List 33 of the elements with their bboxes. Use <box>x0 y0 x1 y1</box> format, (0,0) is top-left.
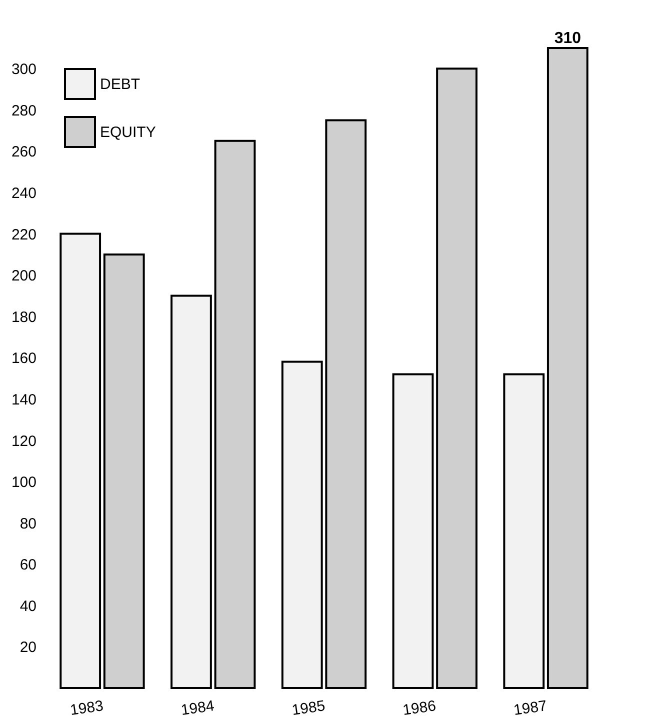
bar <box>214 140 256 689</box>
bar <box>546 47 588 689</box>
y-tick-label: 220 <box>11 226 36 244</box>
y-tick-label: 180 <box>11 308 36 326</box>
legend-label: EQUITY <box>100 124 156 141</box>
x-tick-label: 1987 <box>512 698 548 719</box>
bar <box>392 373 434 689</box>
y-tick-label: 200 <box>11 268 36 285</box>
x-tick-label: 1986 <box>402 698 438 719</box>
y-tick-label: 40 <box>20 598 36 615</box>
y-tick-label: 240 <box>11 185 36 202</box>
bar <box>103 253 145 689</box>
x-tick-label: 1984 <box>180 698 216 719</box>
x-tick-label: 1983 <box>69 698 104 719</box>
bar <box>325 119 367 689</box>
y-tick-label: 100 <box>11 474 36 492</box>
bar <box>436 68 478 689</box>
x-tick-label: 1985 <box>290 698 326 719</box>
bar <box>503 373 545 689</box>
y-tick-label: 60 <box>20 556 36 574</box>
y-tick-label: 20 <box>20 639 36 656</box>
y-tick-label: 120 <box>11 432 36 450</box>
y-tick-label: 80 <box>20 515 36 532</box>
data-label: 310 <box>554 30 582 47</box>
y-tick-label: 160 <box>11 350 36 368</box>
y-tick-label: 260 <box>11 144 36 161</box>
legend-label: DEBT <box>100 76 140 93</box>
y-tick-label: 280 <box>11 102 36 120</box>
bar <box>60 232 102 689</box>
y-tick-label: 140 <box>11 391 36 408</box>
y-tick-label: 300 <box>11 61 36 78</box>
bar <box>170 294 212 689</box>
bar <box>281 360 323 689</box>
